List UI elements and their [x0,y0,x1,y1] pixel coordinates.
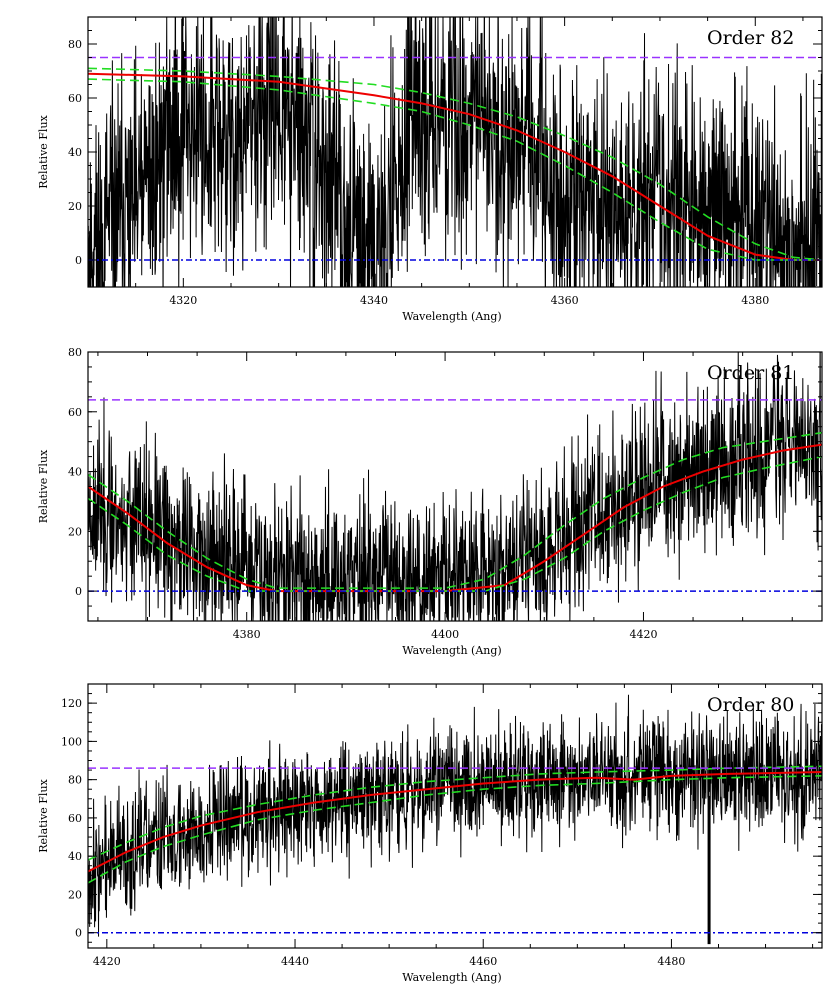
x-axis-title: Wavelength (Ang) [402,310,501,323]
panel-order-0: 4320 4340 4360 4380 0 20 40 60 80 Wavelength (Ang… [37,16,823,323]
x-axis-title: Wavelength (Ang) [402,971,501,984]
y-tick-label: 40 [68,466,82,479]
x-tick-label: 4420 [93,955,121,968]
y-tick-label: 60 [68,406,82,419]
y-tick-label: 0 [75,254,82,267]
plot-area [88,694,822,945]
plot-frame [87,683,823,949]
x-tick-label: 4340 [360,294,388,307]
y-tick-label: 40 [68,146,82,159]
plot-area [88,17,822,287]
x-tick-label: 4380 [233,628,261,641]
series-observed-flux [88,694,822,937]
y-tick-label: 60 [68,812,82,825]
x-axis-title: Wavelength (Ang) [402,644,501,657]
x-tick-label: 4400 [431,628,459,641]
series-fit-bound-2 [88,431,822,589]
y-tick-label: 80 [68,346,82,359]
y-tick-label: 80 [68,774,82,787]
series-observed-flux [88,352,822,621]
series-observed-flux [88,17,822,287]
x-tick-label: 4440 [281,955,309,968]
y-tick-label: 20 [68,525,82,538]
y-tick-label: 120 [61,697,82,710]
series-fit-bound-3 [88,455,822,592]
y-tick-label: 0 [75,927,82,940]
series-continuum-fit [88,72,822,261]
x-tick-label: 4320 [169,294,197,307]
series-fit-bound-2 [88,67,822,261]
y-tick-label: 20 [68,888,82,901]
y-tick-label: 80 [68,38,82,51]
series-continuum-fit [88,443,822,593]
y-tick-label: 20 [68,200,82,213]
x-tick-label: 4380 [741,294,769,307]
y-tick-label: 0 [75,585,82,598]
series-fit-bound-2 [88,765,822,861]
x-tick-label: 4460 [469,955,497,968]
series-continuum-fit [88,771,822,873]
series-fit-bound-3 [88,78,822,261]
panel-order-1: 4380 4400 4420 0 20 40 60 80 Wavelength (Ang) Rel… [37,346,823,657]
plot-area [88,352,822,621]
order-label: Order 81 [707,362,794,384]
y-axis-title: Relative Flux [37,778,50,852]
panel-order-2: 4420 4440 4460 4480 0 20 40 60 80 100 120 Wavelengt… [37,683,823,984]
order-label: Order 80 [707,694,794,716]
y-axis-title: Relative Flux [37,114,50,188]
x-tick-label: 4480 [657,955,685,968]
y-tick-label: 60 [68,92,82,105]
x-tick-label: 4360 [551,294,579,307]
x-tick-label: 4420 [629,628,657,641]
series-fit-bound-3 [88,775,822,884]
y-tick-label: 40 [68,850,82,863]
y-axis-title: Relative Flux [37,449,50,523]
order-label: Order 82 [707,27,794,49]
y-tick-label: 100 [61,735,82,748]
